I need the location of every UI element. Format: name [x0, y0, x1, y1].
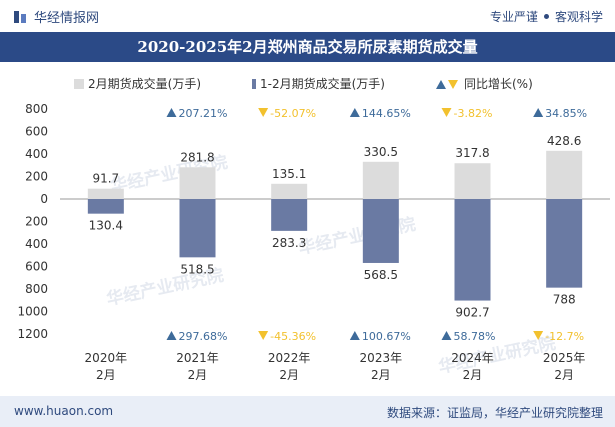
growth-feb-label: -3.82% [454, 107, 493, 120]
data-label-feb: 91.7 [92, 172, 119, 186]
data-label-feb: 428.6 [547, 134, 581, 148]
growth-ytd-down-triangle-icon [258, 331, 269, 340]
y-tick-label: 400 [25, 237, 48, 251]
slogan: 专业严谨 客观科学 [490, 8, 603, 25]
legend-down-triangle-icon [448, 80, 458, 89]
x-tick-label: 2月 [279, 368, 299, 382]
bar-feb [546, 150, 583, 199]
bar-feb [362, 161, 399, 199]
legend-label-feb: 2月期货成交量(万手) [88, 76, 201, 91]
bar-ytd [87, 199, 124, 214]
data-label-ytd: 568.5 [364, 268, 398, 282]
growth-feb-up-triangle-icon [533, 108, 544, 117]
x-tick-label: 2月 [371, 368, 391, 382]
growth-ytd-down-triangle-icon [533, 331, 544, 340]
bar-feb [271, 183, 308, 199]
y-tick-label: 1200 [17, 327, 48, 341]
y-tick-label: 800 [25, 102, 48, 116]
chart-title: 2020-2025年2月郑州商品交易所尿素期货成交量 [0, 32, 615, 62]
data-label-ytd: 518.5 [180, 262, 214, 276]
bar-feb [179, 167, 216, 199]
bar-ytd [454, 199, 491, 301]
data-label-ytd: 902.7 [455, 306, 489, 320]
data-label-ytd: 283.3 [272, 236, 306, 250]
watermark-text: 华经产业研究院 [297, 214, 418, 259]
growth-feb-label: 34.85% [545, 107, 587, 120]
data-label-feb: 330.5 [364, 145, 398, 159]
top-bar: 华经情报网 专业严谨 客观科学 [0, 0, 615, 32]
growth-feb-up-triangle-icon [166, 108, 177, 117]
slogan-left: 专业严谨 [489, 10, 538, 24]
growth-ytd-up-triangle-icon [349, 331, 360, 340]
y-tick-label: 400 [25, 147, 48, 161]
y-tick-label: 600 [25, 260, 48, 274]
x-tick-label: 2025年 [543, 351, 586, 365]
y-tick-label: 600 [25, 125, 48, 139]
brand[interactable]: 华经情报网 [14, 7, 99, 26]
bar-ytd [362, 199, 399, 263]
legend-swatch-ytd [252, 79, 256, 89]
data-label-ytd: 788 [553, 293, 576, 307]
x-tick-label: 2020年 [85, 351, 128, 365]
x-tick-label: 2022年 [268, 351, 311, 365]
slogan-right: 客观科学 [554, 10, 603, 24]
x-tick-label: 2月 [188, 368, 208, 382]
x-tick-label: 2024年 [451, 351, 494, 365]
legend-label-ytd: 1-2月期货成交量(万手) [260, 76, 385, 91]
bar-ytd [271, 199, 308, 231]
data-source: 数据来源：证监局，华经产业研究院整理 [386, 406, 603, 420]
legend-label-growth: 同比增长(%) [464, 77, 533, 91]
footer: www.huaon.com 数据来源：证监局，华经产业研究院整理 [0, 396, 615, 427]
growth-ytd-label: -12.7% [545, 330, 584, 343]
x-tick-label: 2月 [96, 368, 116, 382]
data-label-feb: 317.8 [455, 146, 489, 160]
growth-feb-up-triangle-icon [349, 108, 360, 117]
growth-ytd-label: -45.36% [270, 330, 316, 343]
brand-logo-icon [14, 10, 28, 24]
growth-feb-label: 144.65% [362, 107, 411, 120]
growth-feb-down-triangle-icon [258, 108, 269, 117]
data-label-ytd: 130.4 [89, 219, 123, 233]
y-tick-label: 1000 [17, 305, 48, 319]
website-link[interactable]: www.huaon.com [14, 404, 114, 418]
y-tick-label: 200 [25, 215, 48, 229]
legend-swatch-feb [74, 79, 84, 89]
bar-feb [454, 163, 491, 199]
x-tick-label: 2023年 [360, 351, 403, 365]
growth-feb-down-triangle-icon [441, 108, 452, 117]
growth-feb-label: -52.07% [270, 107, 316, 120]
growth-ytd-up-triangle-icon [166, 331, 177, 340]
data-label-feb: 281.8 [180, 150, 214, 164]
legend-up-triangle-icon [436, 80, 446, 89]
bar-ytd [546, 199, 583, 288]
dot-icon [543, 14, 549, 19]
x-tick-label: 2月 [463, 368, 483, 382]
growth-ytd-label: 100.67% [362, 330, 411, 343]
growth-feb-label: 207.21% [179, 107, 228, 120]
data-label-feb: 135.1 [272, 167, 306, 181]
y-tick-label: 800 [25, 282, 48, 296]
bar-ytd [179, 199, 216, 258]
growth-ytd-up-triangle-icon [441, 331, 452, 340]
growth-ytd-label: 297.68% [179, 330, 228, 343]
bar-feb [87, 188, 124, 199]
brand-name: 华经情报网 [34, 11, 100, 26]
x-tick-label: 2月 [554, 368, 574, 382]
y-tick-label: 0 [40, 192, 48, 206]
growth-ytd-label: 58.78% [454, 330, 496, 343]
y-tick-label: 200 [25, 170, 48, 184]
x-tick-label: 2021年 [176, 351, 219, 365]
